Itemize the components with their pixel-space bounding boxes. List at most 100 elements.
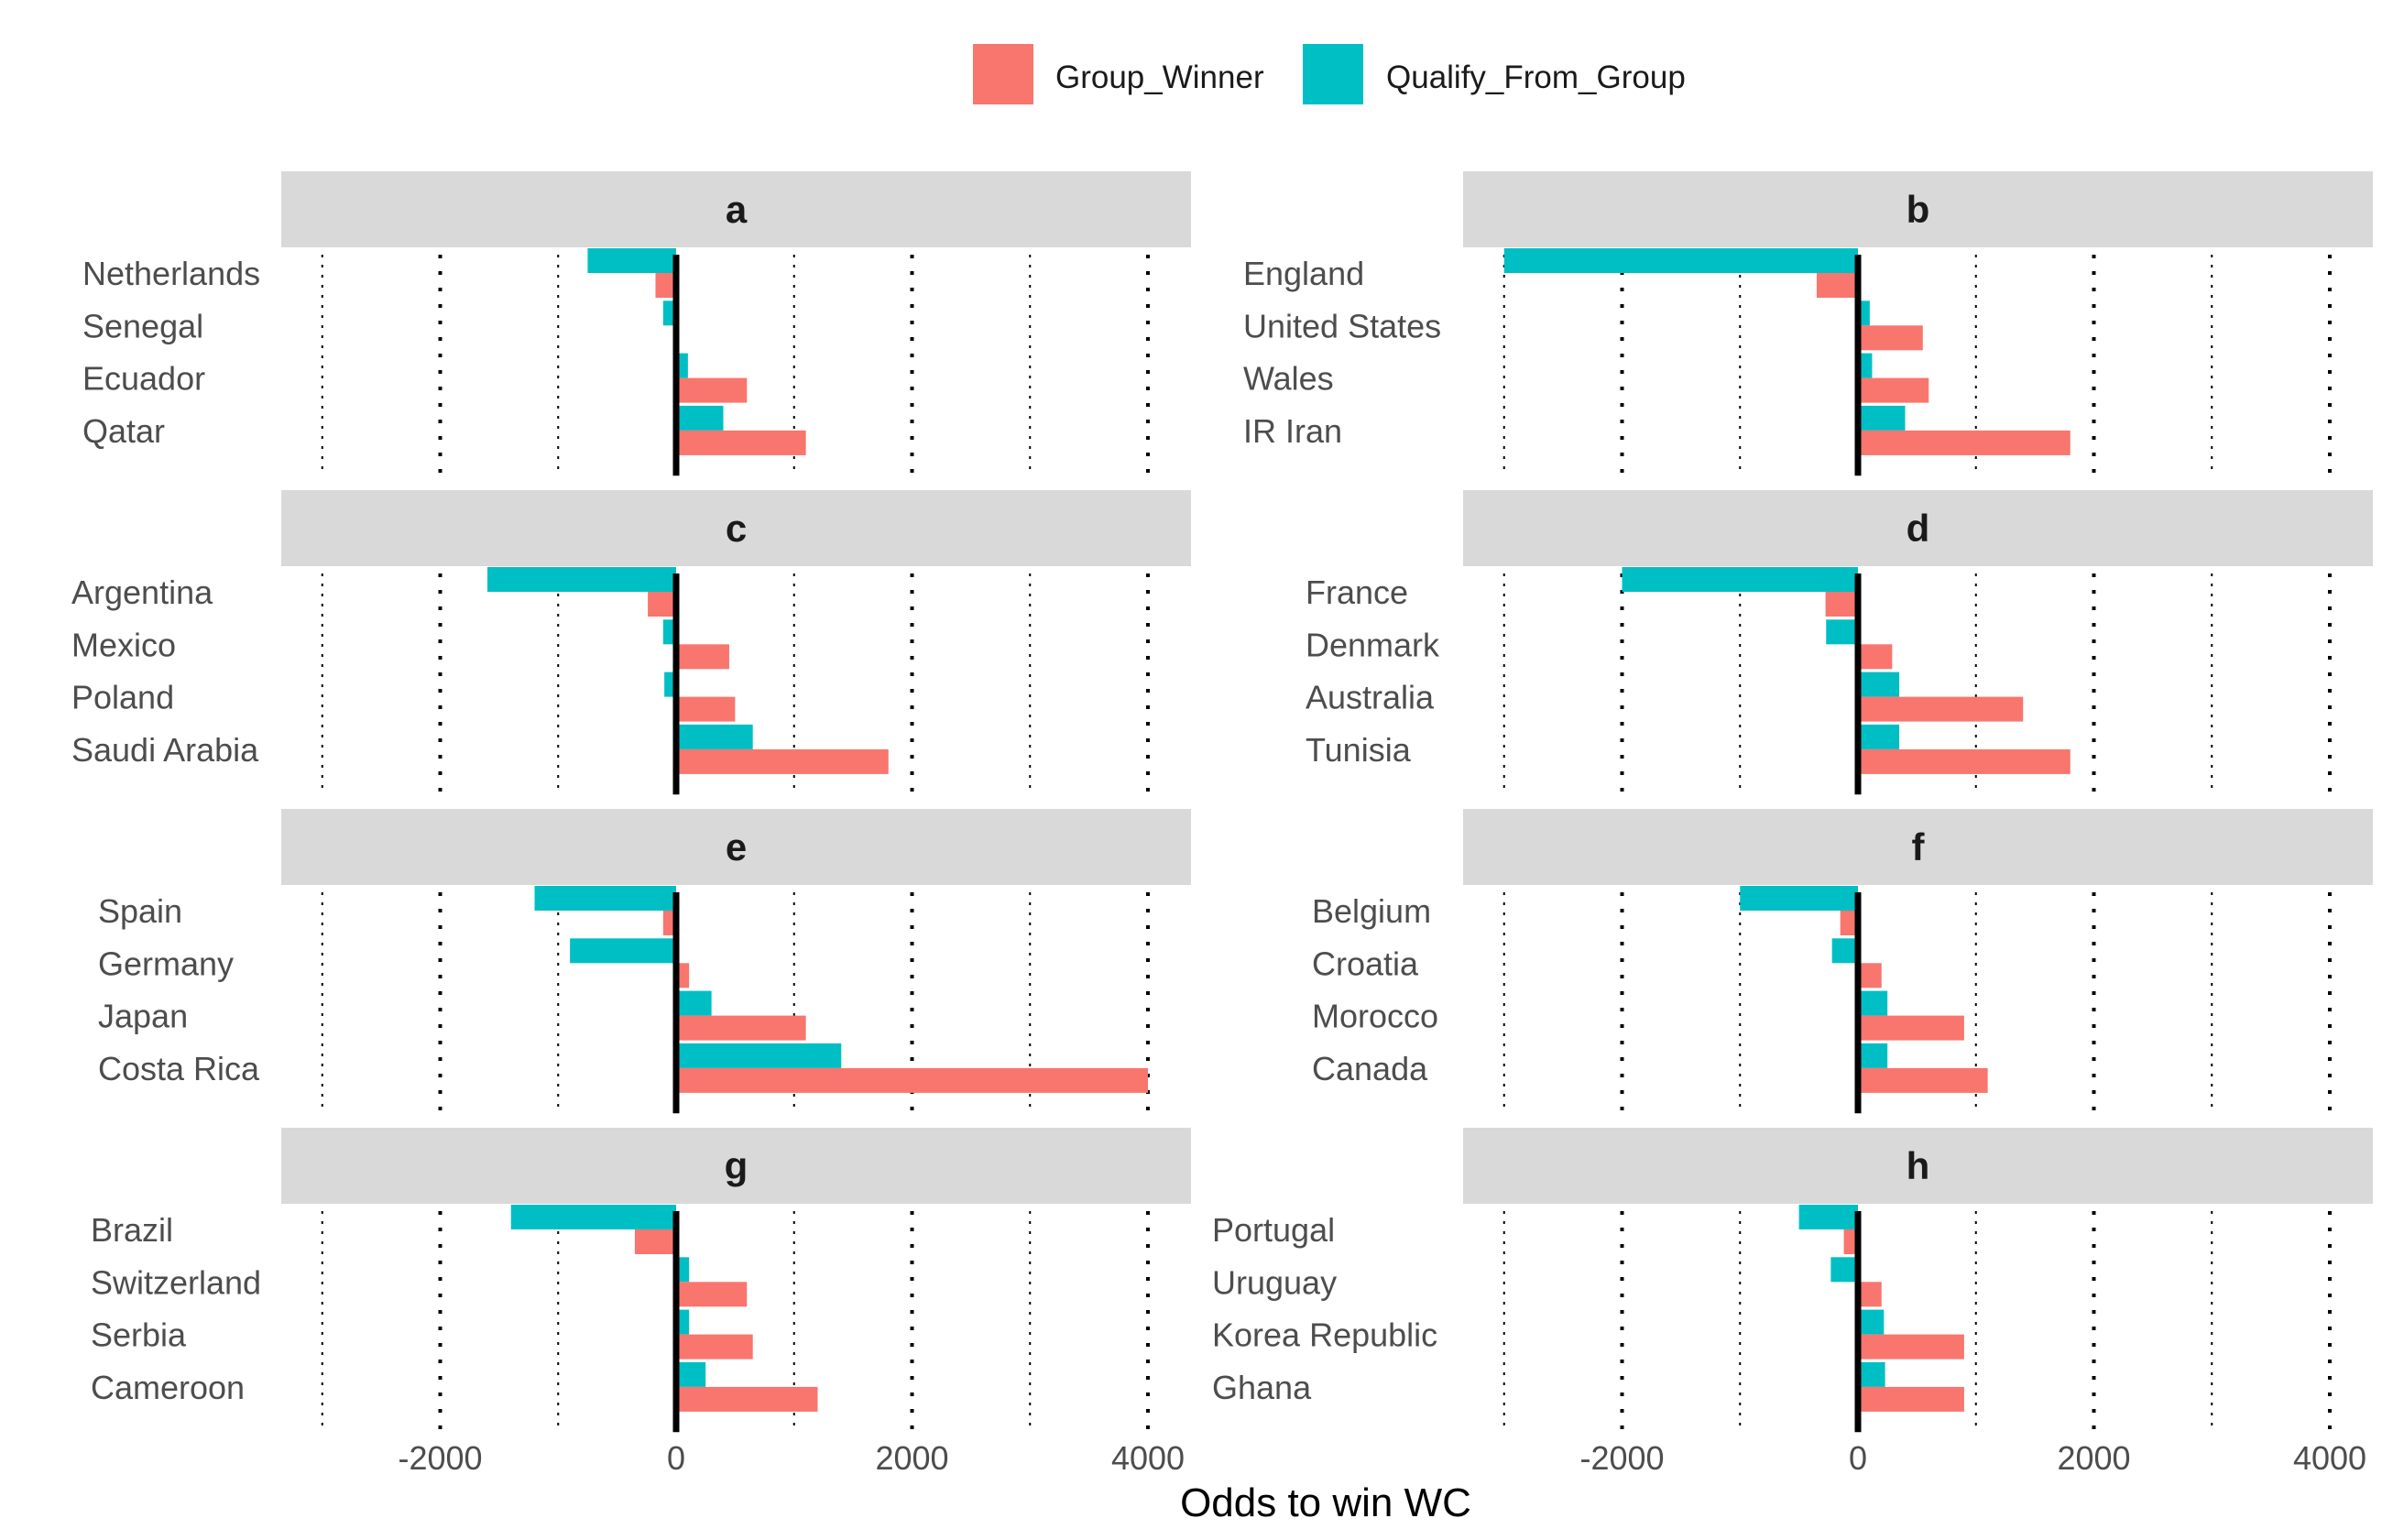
- category-label: Senegal: [82, 307, 203, 344]
- panel-f: f Belgium Croatia Morocco Canada: [1312, 809, 2373, 1114]
- panel-e: e Spain Germany Japan Costa Rica: [98, 809, 1191, 1114]
- bar-group-winner: [1858, 1386, 1964, 1412]
- legend: Group_Winner Qualify_From_Group: [973, 44, 1686, 104]
- bar-qualify-from-group: [1858, 1309, 1885, 1335]
- bar-group-winner: [1858, 1282, 1882, 1307]
- panel-strip-d: [1463, 490, 2373, 566]
- category-label: England: [1243, 255, 1364, 292]
- bar-qualify-from-group: [1503, 248, 1858, 273]
- panel-strip-c: [281, 490, 1191, 566]
- bar-group-winner: [662, 911, 676, 935]
- panel-title-h: h: [1907, 1144, 1930, 1187]
- bar-group-winner: [676, 963, 690, 988]
- bar-qualify-from-group: [1740, 886, 1858, 911]
- bar-group-winner: [676, 1015, 806, 1041]
- bar-qualify-from-group: [1858, 990, 1888, 1016]
- bar-qualify-from-group: [587, 248, 676, 273]
- category-label: Denmark: [1306, 626, 1440, 663]
- bar-group-winner: [1858, 748, 2071, 774]
- legend-swatch-qualify-from-group: [1303, 44, 1363, 104]
- category-label: Qatar: [82, 412, 165, 450]
- category-label: Australia: [1306, 679, 1435, 716]
- bar-group-winner: [1858, 963, 1882, 988]
- category-label: Morocco: [1312, 998, 1438, 1035]
- panel-strip-h: [1463, 1128, 2373, 1204]
- x-tick-label: 2000: [2057, 1439, 2130, 1477]
- panel-title-a: a: [726, 188, 748, 231]
- panel-title-f: f: [1912, 825, 1926, 868]
- bar-qualify-from-group: [487, 567, 676, 592]
- category-label: Ecuador: [82, 360, 205, 398]
- panel-strip-b: [1463, 171, 2373, 247]
- bar-qualify-from-group: [662, 300, 676, 326]
- legend-label-group-winner: Group_Winner: [1055, 60, 1264, 95]
- bar-qualify-from-group: [1826, 619, 1858, 645]
- bar-group-winner: [1858, 696, 2024, 722]
- bar-group-winner: [676, 748, 889, 774]
- x-tick-label: 2000: [875, 1439, 948, 1477]
- panel-g: g Brazil Switzerland Serbia Cameroon -2000 0 20…: [91, 1128, 1191, 1477]
- bar-group-winner: [676, 1386, 818, 1412]
- bar-group-winner: [1858, 1334, 1964, 1360]
- category-label: IR Iran: [1243, 412, 1342, 450]
- category-label: Belgium: [1312, 892, 1431, 930]
- bar-qualify-from-group: [676, 1309, 690, 1335]
- legend-label-qualify-from-group: Qualify_From_Group: [1386, 60, 1686, 95]
- category-label: Tunisia: [1306, 731, 1412, 769]
- bar-qualify-from-group: [676, 724, 753, 749]
- bar-qualify-from-group: [1858, 405, 1906, 431]
- bar-group-winner: [676, 430, 806, 455]
- category-label: Serbia: [91, 1316, 187, 1354]
- bar-group-winner: [655, 273, 676, 298]
- panels: a Netherlands Senegal Ecuador Qatar b England U…: [71, 171, 2373, 1477]
- category-label: Costa Rica: [98, 1050, 260, 1087]
- category-label: Wales: [1243, 360, 1334, 398]
- category-label: Ghana: [1212, 1369, 1312, 1406]
- category-label: Spain: [98, 892, 182, 930]
- bar-qualify-from-group: [1858, 1361, 1885, 1387]
- bar-qualify-from-group: [662, 619, 676, 645]
- bar-qualify-from-group: [1858, 1043, 1888, 1068]
- bar-qualify-from-group: [510, 1205, 676, 1229]
- x-tick-label: -2000: [398, 1439, 482, 1477]
- panel-strip-e: [281, 809, 1191, 885]
- panel-title-b: b: [1907, 188, 1930, 231]
- panel-strip-a: [281, 171, 1191, 247]
- panel-title-g: g: [725, 1144, 748, 1187]
- bar-group-winner: [1858, 325, 1923, 351]
- category-label: Argentina: [71, 573, 213, 611]
- bar-qualify-from-group: [1622, 567, 1858, 592]
- bar-group-winner: [676, 696, 736, 722]
- x-tick-label: -2000: [1579, 1439, 1664, 1477]
- category-label: Croatia: [1312, 945, 1419, 982]
- bar-group-winner: [676, 644, 729, 670]
- bar-qualify-from-group: [1858, 672, 1900, 697]
- bar-qualify-from-group: [534, 886, 676, 911]
- x-tick-label: 0: [667, 1439, 685, 1477]
- bar-group-winner: [634, 1229, 676, 1254]
- panel-h: h Portugal Uruguay Korea Republic Ghana -2000…: [1212, 1128, 2373, 1477]
- bar-qualify-from-group: [676, 990, 712, 1016]
- bar-group-winner: [676, 1067, 1148, 1093]
- category-label: Japan: [98, 998, 188, 1035]
- bar-group-winner: [1858, 430, 2071, 455]
- bar-qualify-from-group: [1830, 1257, 1858, 1283]
- category-label: Netherlands: [82, 255, 260, 292]
- bar-group-winner: [676, 377, 748, 403]
- category-label: Uruguay: [1212, 1263, 1337, 1301]
- bar-group-winner: [1858, 1015, 1964, 1041]
- category-label: Canada: [1312, 1050, 1428, 1087]
- bar-qualify-from-group: [676, 1257, 690, 1283]
- category-label: France: [1306, 573, 1408, 611]
- bar-qualify-from-group: [1858, 724, 1900, 749]
- bar-qualify-from-group: [676, 405, 724, 431]
- panel-c: c Argentina Mexico Poland Saudi Arabia: [71, 490, 1191, 795]
- category-label: Korea Republic: [1212, 1316, 1437, 1354]
- bar-group-winner: [648, 592, 676, 617]
- x-tick-label: 4000: [1111, 1439, 1185, 1477]
- panel-strip-g: [281, 1128, 1191, 1204]
- legend-swatch-group-winner: [973, 44, 1033, 104]
- category-label: Mexico: [71, 626, 176, 663]
- panel-a: a Netherlands Senegal Ecuador Qatar: [82, 171, 1191, 476]
- x-tick-label: 4000: [2293, 1439, 2366, 1477]
